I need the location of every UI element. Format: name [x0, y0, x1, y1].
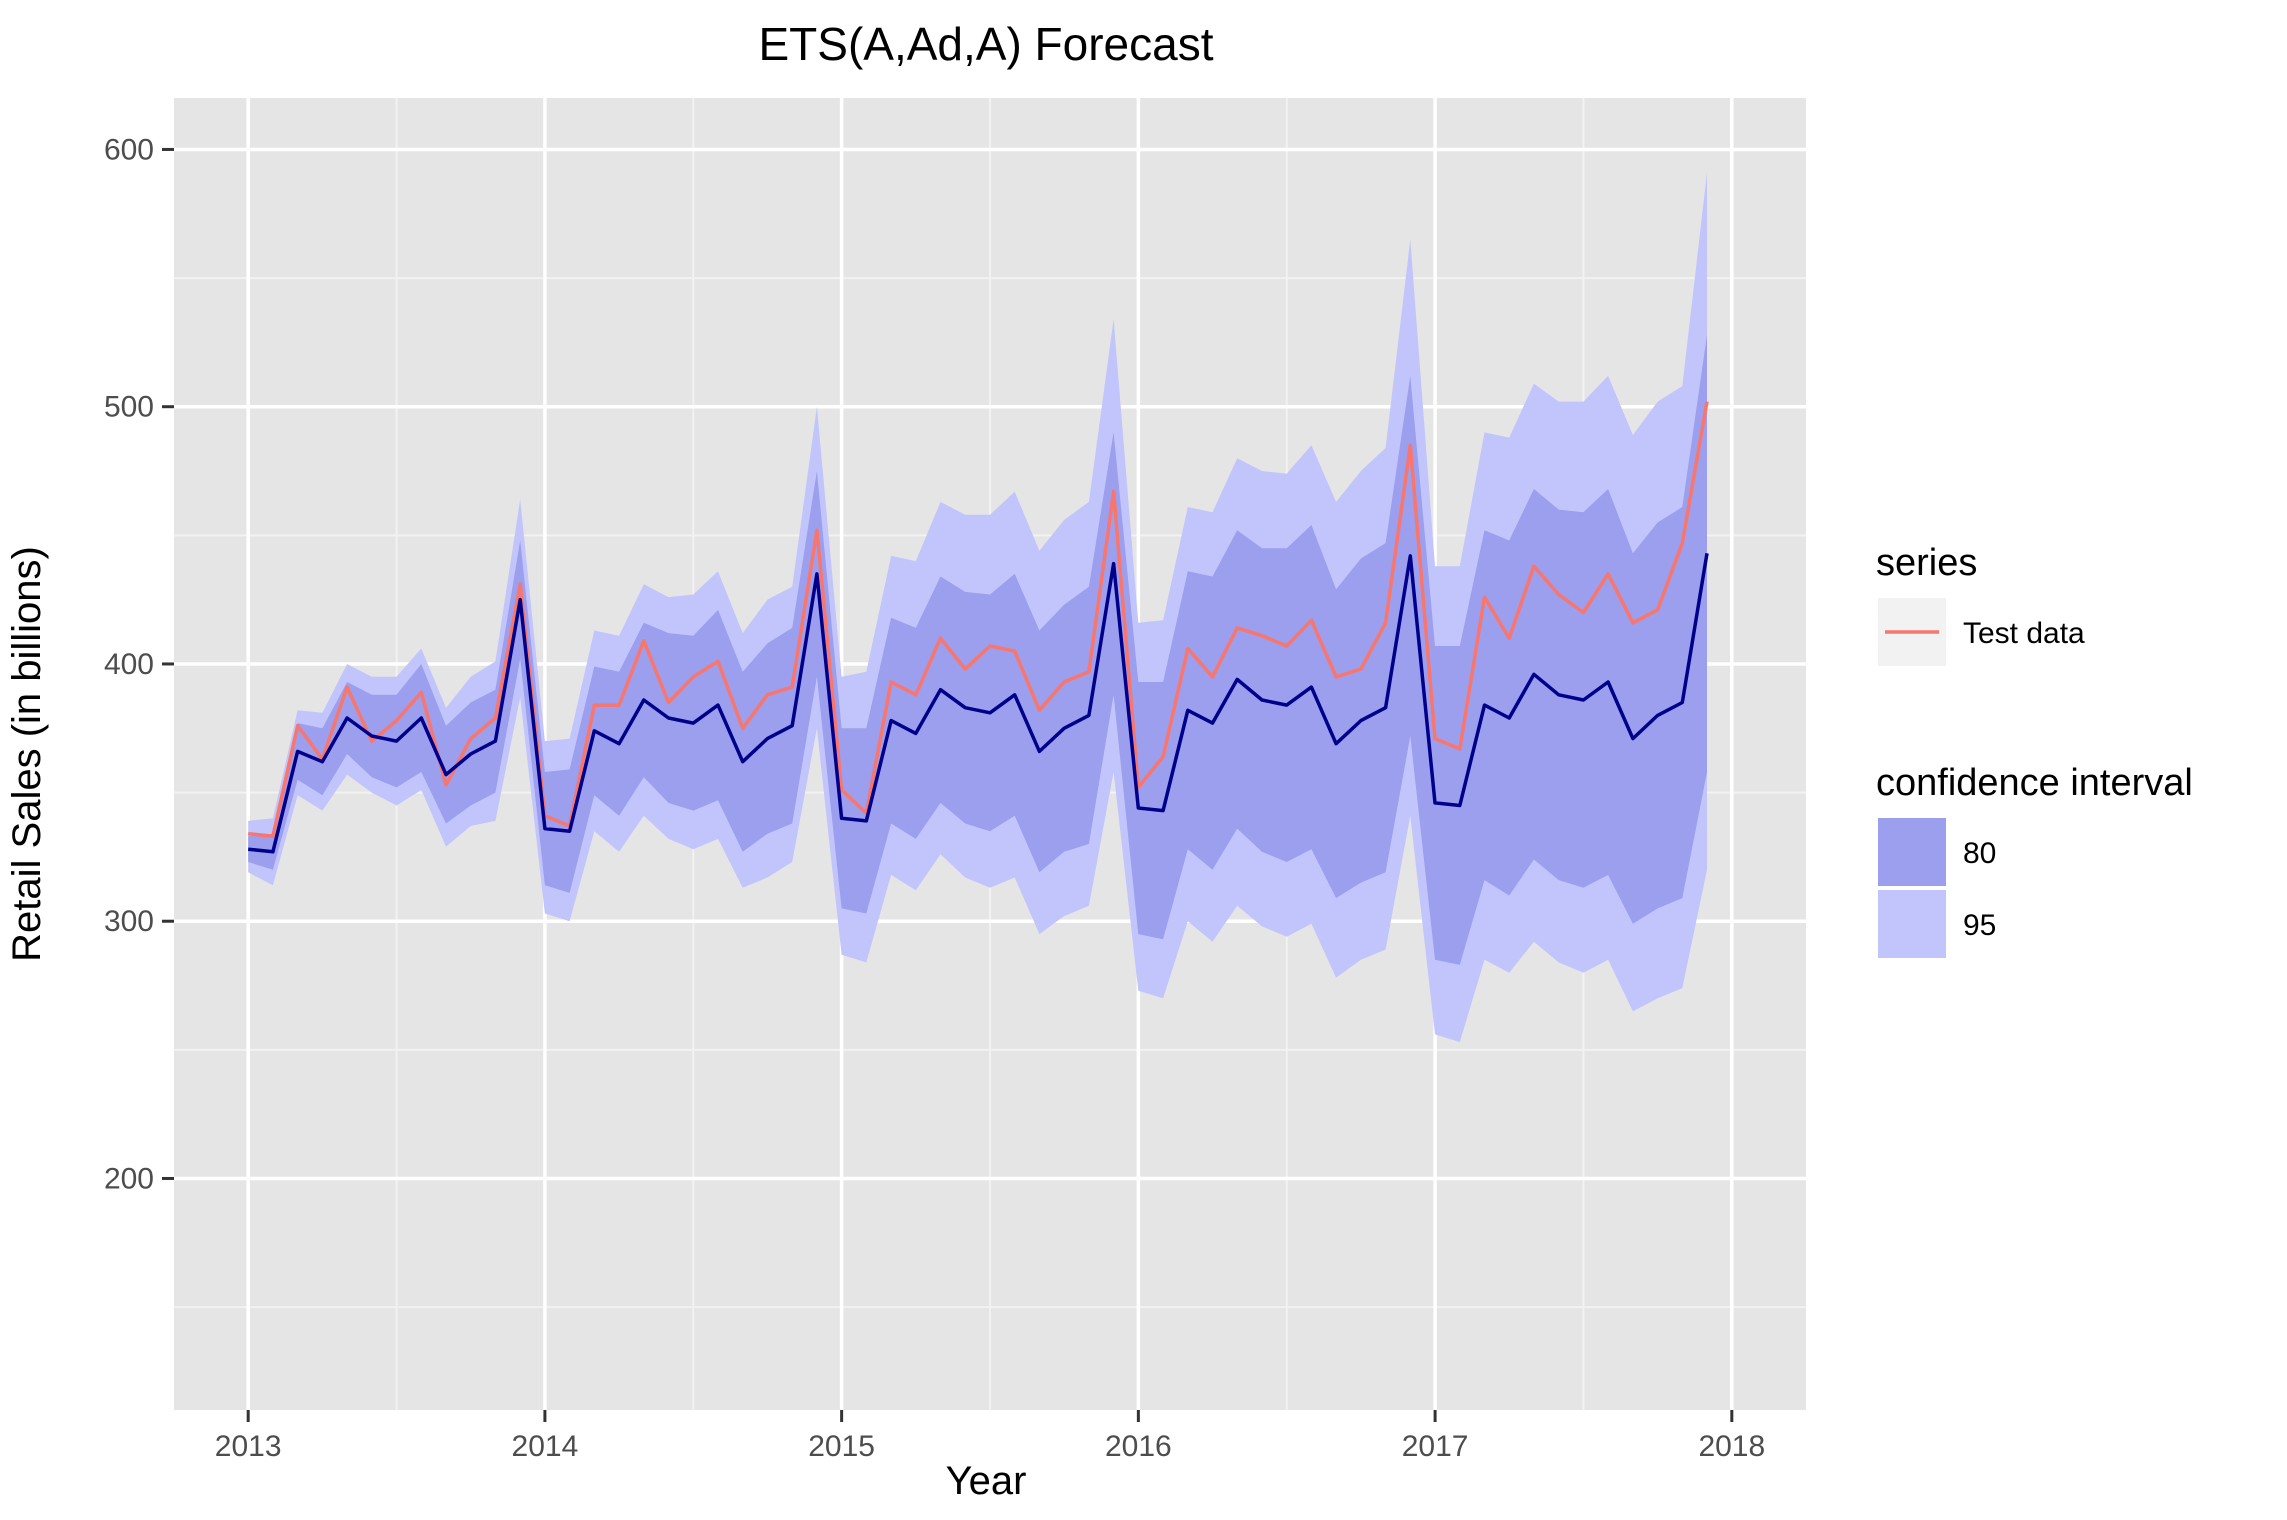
legend-ci-title: confidence interval: [1876, 762, 2193, 804]
x-axis: 2013 2014 2015 2016 2017 2018: [215, 1410, 1765, 1463]
y-tick-label: 500: [104, 391, 154, 424]
x-tick-label: 2013: [215, 1430, 282, 1463]
band-80: [248, 334, 1708, 965]
legend-key-95: [1878, 890, 1946, 958]
series-line-forecast: [248, 553, 1709, 854]
legend-label-80: 80: [1963, 837, 1996, 870]
legend-label-95: 95: [1963, 909, 1996, 942]
y-tick-label: 400: [104, 648, 154, 681]
legend-key-80: [1878, 818, 1946, 886]
legend: series Test data confidence interval 80 …: [1876, 542, 2193, 958]
x-tick-label: 2017: [1402, 1430, 1469, 1463]
y-tick-label: 600: [104, 133, 154, 166]
y-axis: 200 300 400 500 600: [104, 133, 174, 1195]
y-axis-title: Retail Sales (in billions): [5, 546, 49, 962]
series-lines: [248, 401, 1709, 854]
x-tick-label: 2018: [1698, 1430, 1765, 1463]
y-tick-label: 200: [104, 1162, 154, 1195]
x-tick-label: 2016: [1105, 1430, 1172, 1463]
confidence-bands: [248, 172, 1708, 1043]
series-line-test-data: [248, 401, 1709, 839]
x-tick-label: 2015: [808, 1430, 875, 1463]
chart-title: ETS(A,Ad,A) Forecast: [758, 18, 1213, 70]
legend-label-test-data: Test data: [1963, 617, 2085, 650]
x-tick-label: 2014: [512, 1430, 579, 1463]
legend-series-title: series: [1876, 542, 1977, 584]
y-tick-label: 300: [104, 905, 154, 938]
x-axis-title: Year: [946, 1459, 1027, 1503]
